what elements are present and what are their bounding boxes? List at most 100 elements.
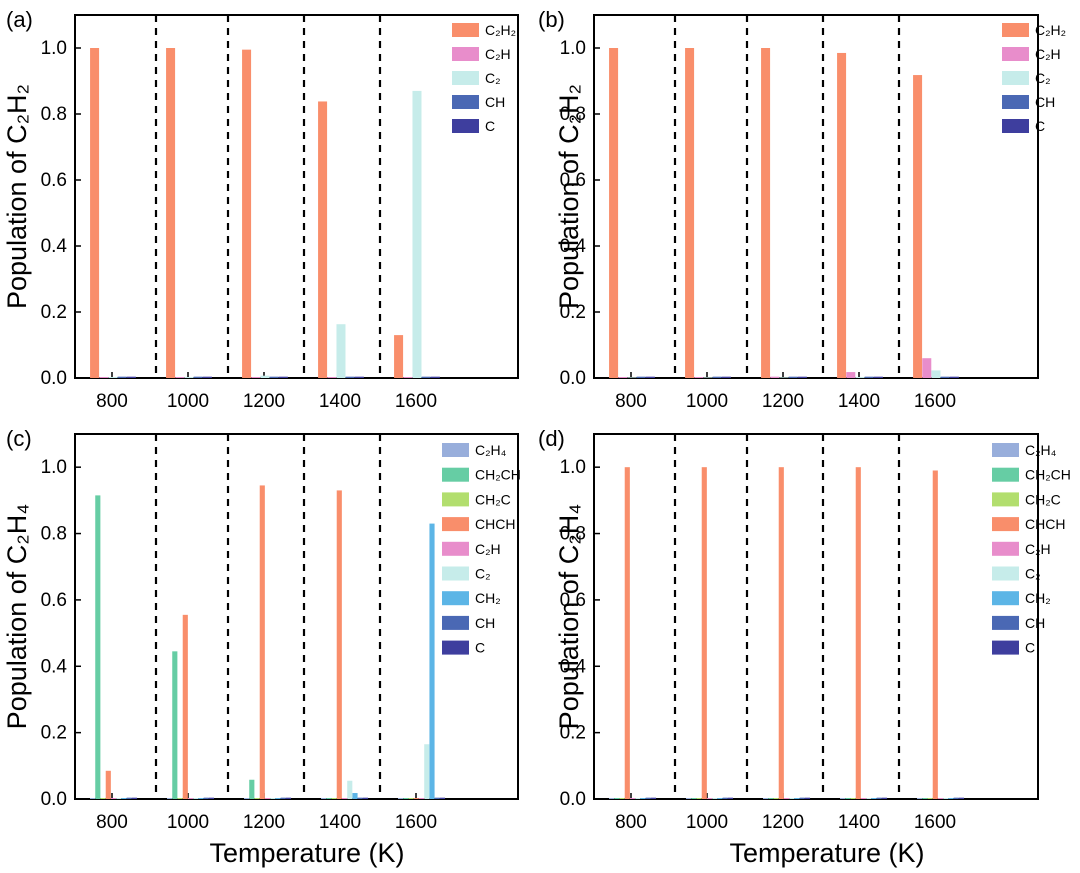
x-tick-label: 1200 [762,391,804,412]
bar [840,798,846,799]
bar [629,798,636,799]
x-tick-label: 800 [96,812,128,833]
legend-swatch [452,23,479,37]
x-tick-label: 1400 [838,812,880,833]
bar [347,780,353,799]
bar [90,48,100,378]
legend-label: CH [1025,615,1045,631]
bar [354,376,364,378]
bar [203,797,209,799]
legend-label: C₂ [1025,566,1041,582]
y-tick-label: 0.8 [41,524,67,545]
legend-swatch [442,615,469,630]
bar [242,49,252,379]
legend-swatch [1002,47,1029,61]
legend-swatch [992,443,1019,457]
bar [278,376,288,378]
bar [927,798,933,799]
y-tick-label: 0.4 [41,236,68,257]
bar [403,798,409,799]
legend-swatch [442,517,469,532]
bar [770,376,780,378]
legend-label: CH₂CH [475,467,521,483]
bar [260,375,270,378]
bar [768,798,774,799]
y-tick-label: 0.4 [41,656,68,677]
y-tick-label: 1.0 [560,457,586,478]
legend-label: CH [485,94,505,110]
legend-swatch [442,492,469,507]
legend-swatch [452,47,479,61]
bar [686,798,692,799]
legend-label: C₂H₄ [475,442,507,458]
bar [701,467,707,799]
bar [871,798,877,799]
x-tick-label: 1600 [395,812,437,833]
bar [778,467,784,799]
bar [398,798,404,799]
bar [264,798,271,799]
bar [837,52,847,378]
bar [627,377,637,378]
bar [244,798,250,799]
bar [685,48,695,378]
plot-frame [74,14,519,379]
y-tick-label: 0.2 [41,723,67,744]
legend-swatch [442,566,469,581]
bar [624,467,630,799]
bar [721,376,731,378]
legend-label: CH [475,615,495,631]
bar [167,798,173,799]
legend-label: CH₂C [475,491,511,507]
legend-swatch [1002,95,1029,109]
bar [403,377,413,378]
legend-swatch [442,541,469,556]
bar [937,798,944,799]
bar [193,798,199,799]
bar [166,48,176,378]
bar [208,797,215,799]
bar [117,376,127,378]
bar [424,744,430,799]
panel-label: (d) [538,426,565,451]
legend-swatch [442,591,469,606]
bar [650,797,657,799]
y-tick-label: 0.8 [41,104,67,125]
bar [249,779,255,799]
bar [412,90,422,379]
bar [694,377,704,378]
bar [394,335,404,378]
bar [336,490,342,799]
bar [421,376,431,378]
bar [618,377,628,378]
bar [126,376,136,378]
bar [789,798,795,799]
bar [645,376,655,378]
y-tick-label: 0.0 [560,368,586,389]
bar [90,798,96,799]
bar [619,798,625,799]
legend-swatch [992,640,1019,655]
x-tick-label: 1000 [686,812,728,833]
bar [845,798,851,799]
legend-label: C [485,118,495,134]
y-tick-label: 0.6 [560,170,586,191]
bar [761,48,771,378]
legend-swatch [992,541,1019,556]
x-tick-label: 1600 [914,391,956,412]
legend-label: C₂H [485,46,511,62]
panel-a: 0.0 0.2 0.4 0.6 0.8 1.0 Population of C₂H₂ (a) 8… [2,7,519,412]
y-tick-label: 1.0 [41,457,67,478]
legend-label: C₂H [1025,541,1051,557]
bar [712,376,722,378]
x-tick-label: 1400 [319,812,361,833]
bar [850,798,856,799]
y-axis-title: Population of C₂H₄ [2,504,32,730]
legend-label: CH₂C [1025,491,1061,507]
x-tick-label: 1200 [762,812,804,833]
y-tick-label: 0.4 [560,656,587,677]
panel-d: 0.0 0.2 0.4 0.6 0.8 1.0 Population of C₂H₄ (d) 8… [538,426,1071,833]
bar [413,798,419,799]
bar [953,797,959,799]
